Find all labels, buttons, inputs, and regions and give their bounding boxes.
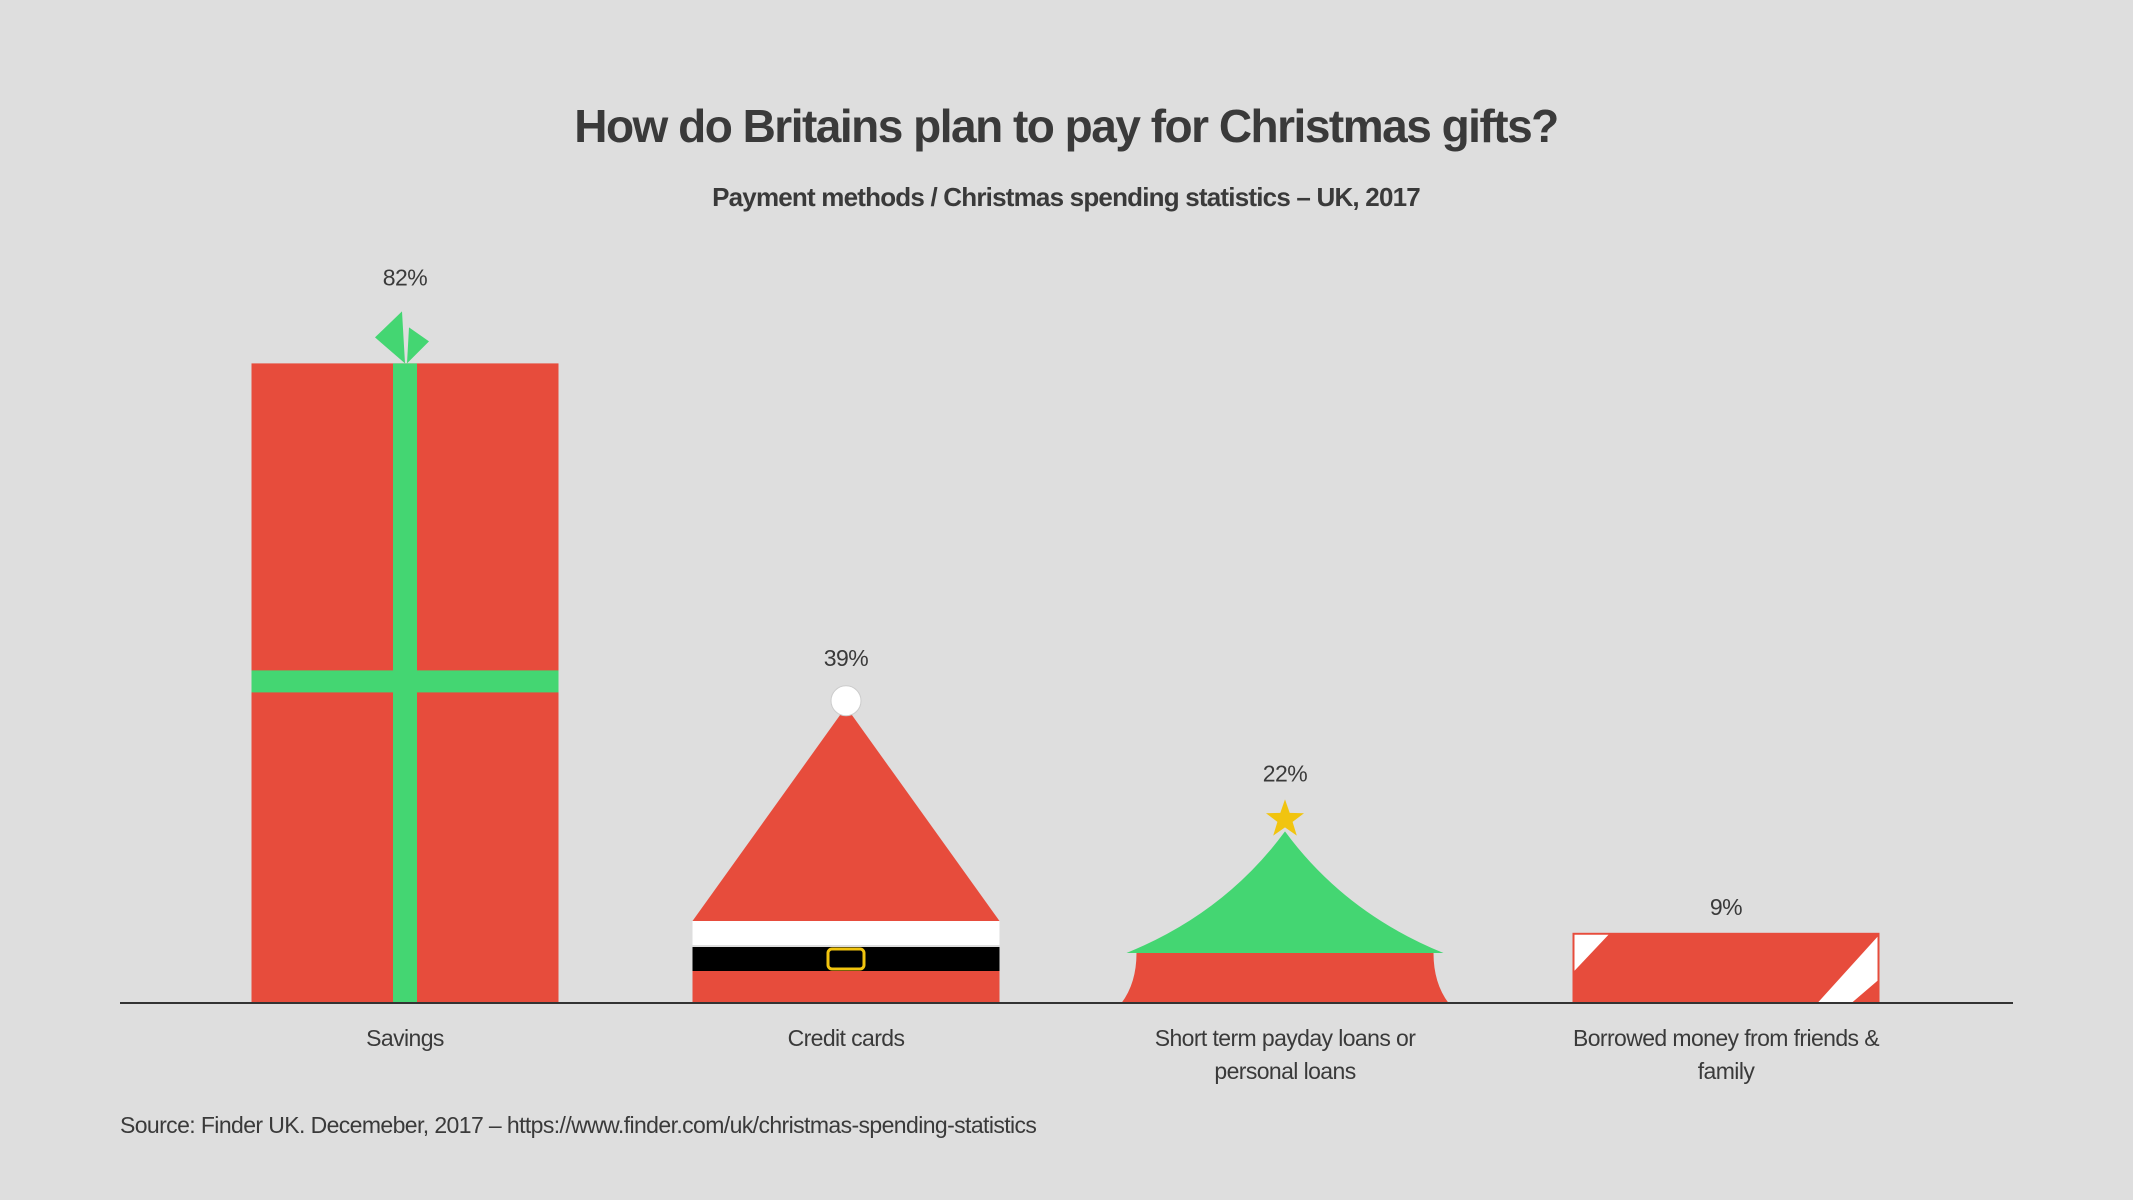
category-label: Borrowed money from friends & bbox=[1573, 1025, 1879, 1051]
candy-stripe bbox=[1574, 934, 1609, 971]
category-label: personal loans bbox=[1214, 1058, 1355, 1084]
gift-bow bbox=[375, 311, 429, 364]
bars: 82% 39% 22% 9% bbox=[251, 264, 1880, 1003]
tree-star-icon bbox=[1266, 799, 1304, 836]
bar-candy-cane: 9% bbox=[1572, 894, 1880, 1003]
category-labels: Savings Credit cards Short term payday loa… bbox=[366, 1025, 1880, 1084]
value-label: 39% bbox=[824, 645, 869, 671]
source-note: Source: Finder UK. Decemeber, 2017 – htt… bbox=[120, 1112, 1036, 1138]
category-label: Short term payday loans or bbox=[1155, 1025, 1416, 1051]
gift-ribbon-horizontal bbox=[251, 670, 559, 693]
candy-stripe bbox=[1817, 936, 1878, 1003]
value-label: 82% bbox=[383, 264, 428, 290]
belt-buckle bbox=[826, 947, 866, 971]
tree-foliage bbox=[1126, 831, 1444, 953]
category-label: Savings bbox=[366, 1025, 444, 1051]
chart-title: How do Britains plan to pay for Christma… bbox=[574, 100, 1558, 152]
hat-belt bbox=[692, 947, 1000, 971]
tree-pot bbox=[1121, 953, 1449, 1003]
category-label: Credit cards bbox=[788, 1025, 905, 1051]
value-label: 22% bbox=[1263, 760, 1308, 786]
chart-subtitle: Payment methods / Christmas spending sta… bbox=[712, 182, 1420, 212]
hat-cone bbox=[692, 706, 1000, 921]
hat-pompom bbox=[830, 685, 862, 717]
bar-christmas-tree: 22% bbox=[1121, 760, 1449, 1003]
hat-bottom bbox=[692, 967, 1000, 1003]
hat-fur-trim bbox=[692, 921, 1000, 945]
bar-santa-hat: 39% bbox=[692, 645, 1000, 1003]
value-label: 9% bbox=[1710, 894, 1742, 920]
category-label: family bbox=[1698, 1058, 1756, 1084]
bar-gift-box: 82% bbox=[251, 264, 559, 1003]
